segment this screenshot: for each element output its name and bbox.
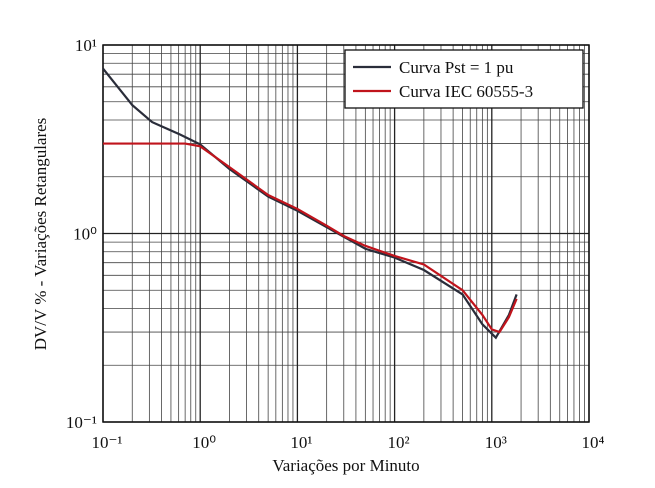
y-tick-label: 10¹ <box>75 36 97 55</box>
x-tick-label: 10⁻¹ <box>91 433 122 452</box>
x-tick-label: 10¹ <box>290 433 312 452</box>
x-tick-label: 10³ <box>485 433 507 452</box>
y-tick-label: 10⁻¹ <box>66 413 97 432</box>
x-tick-label: 10² <box>388 433 410 452</box>
plot-frame <box>102 44 590 423</box>
line-series <box>102 67 518 340</box>
legend-label: Curva IEC 60555-3 <box>399 82 533 101</box>
legend-label: Curva Pst = 1 pu <box>399 58 514 77</box>
x-tick-label: 10⁰ <box>192 433 216 452</box>
x-axis-title: Variações por Minuto <box>272 456 419 475</box>
x-tick-label: 10⁴ <box>582 433 605 452</box>
line-series <box>103 142 518 334</box>
y-axis-title: DV/V % - Variações Retangulares <box>31 118 50 351</box>
legend-box <box>344 49 584 109</box>
y-tick-label: 10⁰ <box>73 225 97 244</box>
